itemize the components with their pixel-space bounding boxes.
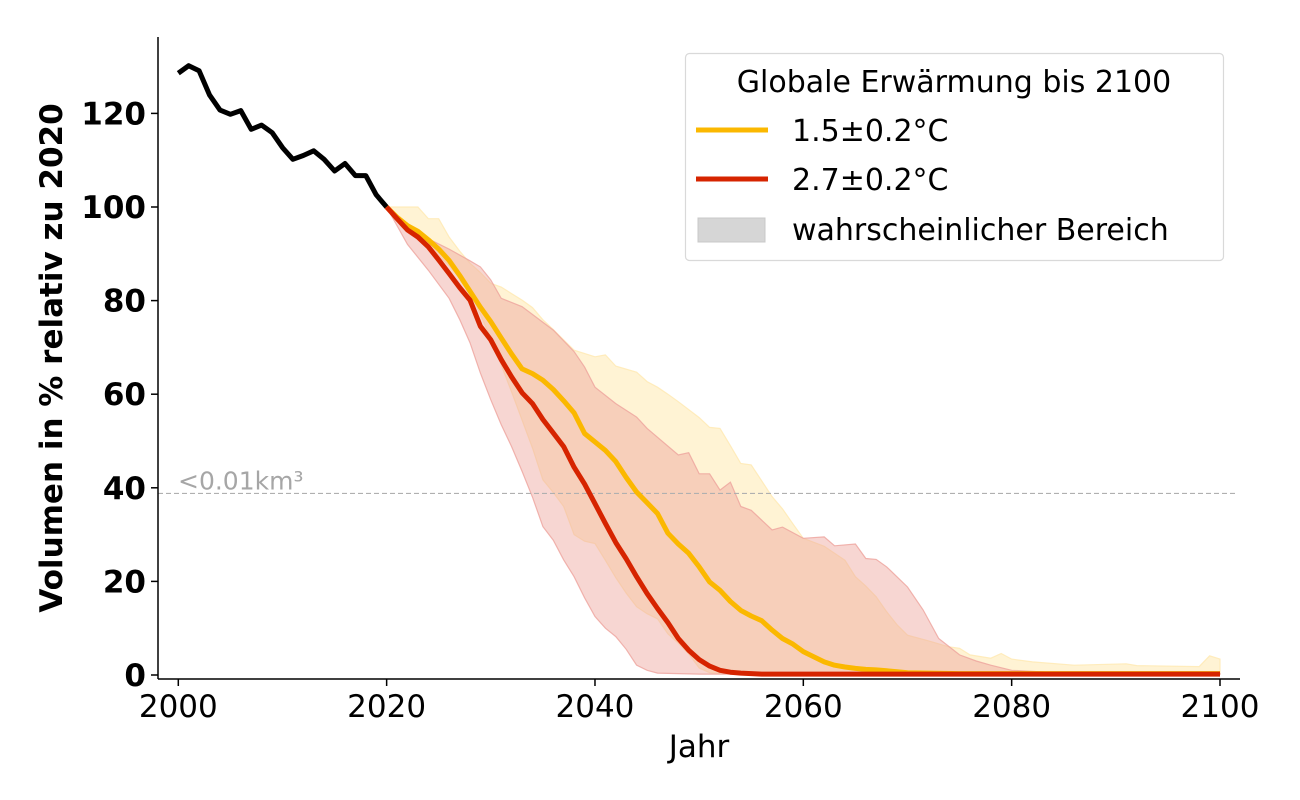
x-tick-label: 2080	[972, 689, 1051, 725]
y-tick-label: 0	[124, 658, 146, 694]
y-axis-ticks: 0 20 40 60 80 100 120	[81, 96, 158, 694]
x-tick-label: 2060	[764, 689, 843, 725]
y-axis-title: Volumen in % relativ zu 2020	[34, 103, 70, 612]
y-tick-label: 80	[103, 284, 146, 320]
y-tick-label: 40	[103, 471, 146, 507]
line-1p5	[384, 205, 1220, 677]
legend: Globale Erwärmung bis 2100 1.5±0.2°C 2.7…	[684, 52, 1225, 262]
band-2p7	[386, 206, 1221, 675]
x-axis-title: Jahr	[667, 729, 730, 765]
threshold-label: <0.01km³	[178, 466, 303, 495]
y-tick-label: 20	[103, 564, 146, 600]
y-tick-label: 60	[103, 377, 146, 413]
series-lines	[176, 63, 1220, 677]
y-tick-label: 100	[81, 190, 146, 226]
x-tick-label: 2020	[347, 689, 426, 725]
legend-label-1p5: 1.5±0.2°C	[792, 114, 949, 149]
x-tick-label: 2040	[556, 689, 635, 725]
uncertainty-bands	[385, 206, 1221, 675]
legend-label-2p7: 2.7±0.2°C	[792, 163, 949, 198]
x-axis-ticks: 2000 2020 2040 2060 2080 2100	[139, 679, 1260, 725]
line-2p7	[384, 205, 1220, 677]
x-tick-label: 2000	[139, 689, 218, 725]
legend-swatch-range	[697, 217, 766, 243]
y-tick-label: 120	[81, 96, 146, 132]
legend-frame	[684, 52, 1225, 262]
legend-label-range: wahrscheinlicher Bereich	[792, 213, 1169, 248]
x-tick-label: 2100	[1181, 689, 1260, 725]
legend-title: Globale Erwärmung bis 2100	[737, 65, 1171, 100]
line-observed	[176, 63, 389, 209]
